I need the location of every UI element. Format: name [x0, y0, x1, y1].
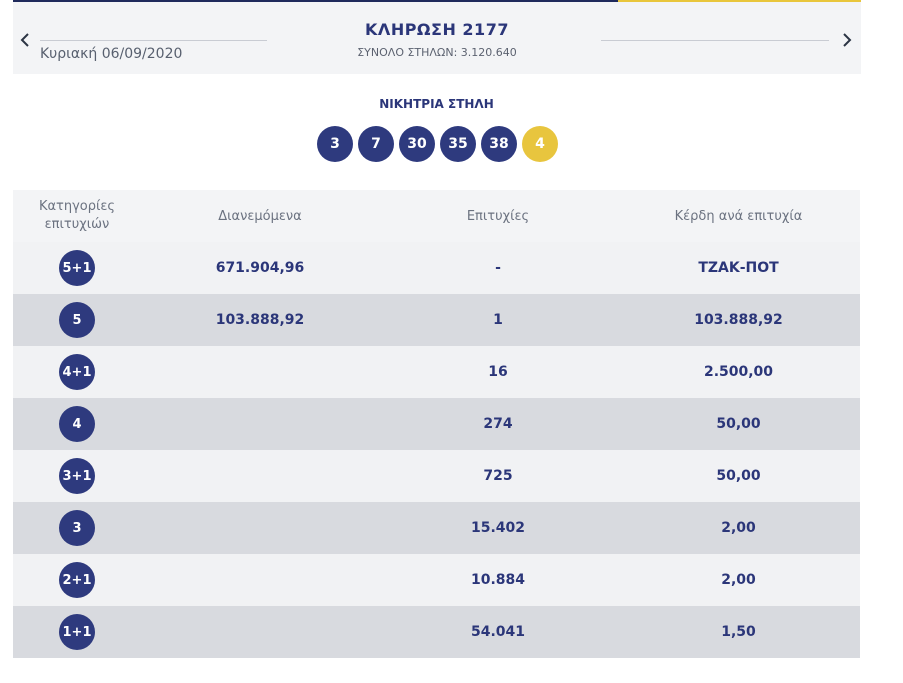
header-distributed: Διανεμόμενα — [141, 209, 379, 224]
distributed-cell: 103.888,92 — [141, 312, 379, 328]
next-draw-button[interactable] — [835, 28, 859, 52]
category-badge: 4+1 — [59, 354, 95, 390]
table-row: 1+1 54.041 1,50 — [13, 606, 860, 658]
prize-cell: ΤΖΑΚ-ΠΟΤ — [617, 260, 860, 276]
winners-cell: 274 — [379, 416, 617, 432]
prize-table: Κατηγορίες επιτυχιών Διανεμόμενα Επιτυχί… — [13, 190, 860, 658]
winning-number: 38 — [481, 126, 517, 162]
table-row: 3+1 725 50,00 — [13, 450, 860, 502]
draw-title: ΚΛΗΡΩΣΗ 2177 — [13, 20, 861, 39]
winners-cell: - — [379, 260, 617, 276]
category-badge: 3+1 — [59, 458, 95, 494]
category-badge: 5 — [59, 302, 95, 338]
winners-cell: 16 — [379, 364, 617, 380]
prize-cell: 50,00 — [617, 416, 860, 432]
total-columns: ΣΥΝΟΛΟ ΣΤΗΛΩΝ: 3.120.640 — [13, 46, 861, 59]
joker-number: 4 — [522, 126, 558, 162]
table-row: 2+1 10.884 2,00 — [13, 554, 860, 606]
header-category-line1: Κατηγορίες — [39, 198, 115, 216]
prize-cell: 2,00 — [617, 520, 860, 536]
category-badge: 4 — [59, 406, 95, 442]
category-badge: 3 — [59, 510, 95, 546]
category-badge: 2+1 — [59, 562, 95, 598]
prize-cell: 2,00 — [617, 572, 860, 588]
category-badge: 1+1 — [59, 614, 95, 650]
prize-cell: 2.500,00 — [617, 364, 860, 380]
prize-cell: 103.888,92 — [617, 312, 860, 328]
header-category: Κατηγορίες επιτυχιών — [13, 198, 141, 234]
winners-cell: 15.402 — [379, 520, 617, 536]
winners-cell: 1 — [379, 312, 617, 328]
winning-number: 35 — [440, 126, 476, 162]
winning-numbers: 3 7 30 35 38 4 — [317, 126, 558, 162]
header-divider-right — [601, 40, 829, 41]
chevron-right-icon — [842, 32, 852, 48]
winning-number: 3 — [317, 126, 353, 162]
header-winners: Επιτυχίες — [379, 209, 617, 224]
table-row: 4 274 50,00 — [13, 398, 860, 450]
header-divider-left — [40, 40, 267, 41]
table-row: 4+1 16 2.500,00 — [13, 346, 860, 398]
table-row: 5+1 671.904,96 - ΤΖΑΚ-ΠΟΤ — [13, 242, 860, 294]
winning-column-label: ΝΙΚΗΤΡΙΑ ΣΤΗΛΗ — [0, 97, 873, 111]
winning-number: 30 — [399, 126, 435, 162]
category-badge: 5+1 — [59, 250, 95, 286]
header-category-line2: επιτυχιών — [39, 216, 115, 234]
prize-cell: 1,50 — [617, 624, 860, 640]
winners-cell: 725 — [379, 468, 617, 484]
winners-cell: 10.884 — [379, 572, 617, 588]
draw-header: Κυριακή 06/09/2020 ΚΛΗΡΩΣΗ 2177 ΣΥΝΟΛΟ Σ… — [13, 2, 861, 74]
header-prize: Κέρδη ανά επιτυχία — [617, 209, 860, 224]
winning-number: 7 — [358, 126, 394, 162]
winners-cell: 54.041 — [379, 624, 617, 640]
prize-cell: 50,00 — [617, 468, 860, 484]
table-header: Κατηγορίες επιτυχιών Διανεμόμενα Επιτυχί… — [13, 190, 860, 242]
table-row: 3 15.402 2,00 — [13, 502, 860, 554]
distributed-cell: 671.904,96 — [141, 260, 379, 276]
table-row: 5 103.888,92 1 103.888,92 — [13, 294, 860, 346]
